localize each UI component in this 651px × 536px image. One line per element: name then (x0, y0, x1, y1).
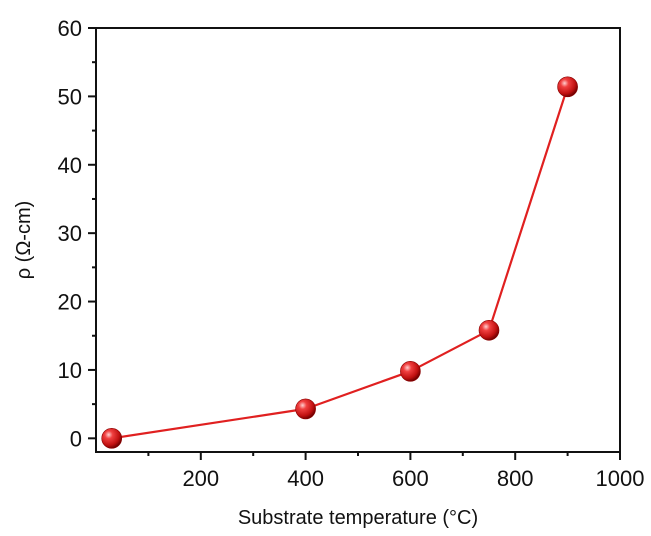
x-tick-label: 200 (182, 466, 219, 491)
y-tick-label: 30 (58, 221, 82, 246)
axis-ticks (88, 27, 621, 460)
x-tick-label: 400 (287, 466, 324, 491)
y-tick-label: 20 (58, 290, 82, 315)
data-point (478, 319, 500, 341)
data-point (101, 428, 123, 449)
y-tick-label: 0 (70, 426, 82, 451)
data-point (557, 76, 578, 98)
y-tick-label: 40 (58, 153, 82, 178)
plot-frame (95, 27, 621, 453)
series-line (111, 86, 569, 440)
data-point (295, 398, 316, 420)
x-tick-label: 800 (497, 466, 534, 491)
axis-tick-labels: 200 400 600 800 1000 0 10 20 30 40 50 60 (58, 16, 645, 491)
x-axis-title: Substrate temperature (°C) (238, 507, 478, 529)
x-tick-label: 600 (392, 466, 429, 491)
y-tick-label: 60 (58, 16, 82, 41)
y-axis-title: ρ (Ω-cm) (13, 201, 35, 280)
y-tick-label: 50 (58, 84, 82, 109)
series-layer (101, 76, 578, 449)
y-tick-label: 10 (58, 358, 82, 383)
data-point (400, 361, 421, 382)
x-tick-label: 1000 (596, 466, 645, 491)
